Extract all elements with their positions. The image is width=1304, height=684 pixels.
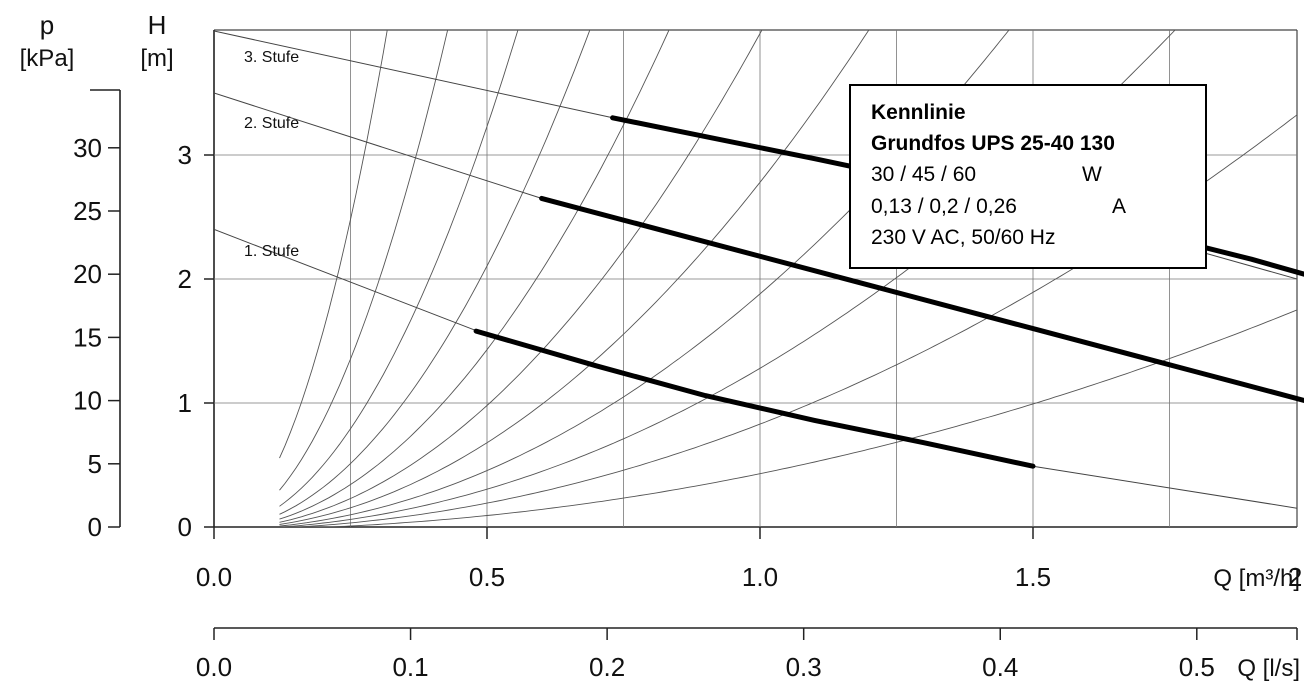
q-ls-tick-label: 0.4 xyxy=(982,652,1018,682)
h-axis-tick-label: 0 xyxy=(178,512,192,542)
q-ls-tick-label: 0.1 xyxy=(392,652,428,682)
q-m3h-tick-label: 2.0 xyxy=(1288,562,1304,592)
p-axis-tick-label: 20 xyxy=(73,259,102,289)
series-label-1-stufe: 1. Stufe xyxy=(244,243,299,260)
info-power-unit: W xyxy=(1082,163,1102,186)
q-m3h-tick-label: 1.5 xyxy=(1015,562,1051,592)
series-label-2-stufe: 2. Stufe xyxy=(244,115,299,132)
axes: 01230510152025300.00.51.01.52.02.53.00.0… xyxy=(73,89,1304,682)
p-axis-tick-label: 30 xyxy=(73,133,102,163)
system-curve xyxy=(279,114,1297,527)
info-current-values: 0,13 / 0,2 / 0,26 xyxy=(871,195,1017,218)
info-box-frame xyxy=(849,84,1207,269)
p-axis-tick-label: 0 xyxy=(88,512,102,542)
system-curve xyxy=(279,309,1297,527)
p-axis-tick-label: 10 xyxy=(73,386,102,416)
system-curve xyxy=(279,30,519,507)
p-axis-tick-label: 25 xyxy=(73,196,102,226)
series-line-3-stufe xyxy=(610,115,1304,277)
system-curve xyxy=(279,30,670,520)
info-supply: 230 V AC, 50/60 Hz xyxy=(871,226,1055,249)
pump-curves xyxy=(473,115,1304,469)
system-curve xyxy=(279,30,591,515)
q-ls-tick-label: 0.2 xyxy=(589,652,625,682)
q-ls-axis-title: Q [l/s] xyxy=(1237,655,1300,682)
q-ls-tick-label: 0.5 xyxy=(1179,652,1215,682)
system-curve xyxy=(279,30,388,459)
q-ls-tick-label: 0.0 xyxy=(196,652,232,682)
system-curve xyxy=(279,30,449,491)
q-m3h-axis-title: Q [m³/h] xyxy=(1213,565,1300,592)
info-current-unit: A xyxy=(1112,195,1126,218)
system-curve xyxy=(279,30,870,525)
series-label-3-stufe: 3. Stufe xyxy=(244,49,299,66)
info-power-values: 30 / 45 / 60 xyxy=(871,163,976,186)
q-ls-tick-label: 0.3 xyxy=(786,652,822,682)
p-axis-unit: [kPa] xyxy=(20,45,75,72)
p-axis-tick-label: 15 xyxy=(73,322,102,352)
info-model: Grundfos UPS 25-40 130 xyxy=(871,132,1115,155)
q-m3h-tick-label: 0.0 xyxy=(196,562,232,592)
info-title: Kennlinie xyxy=(871,101,966,124)
info-box: Kennlinie Grundfos UPS 25-40 130 30 / 45… xyxy=(849,84,1207,269)
h-axis-tick-label: 2 xyxy=(178,264,192,294)
h-axis-unit: [m] xyxy=(140,45,173,72)
q-m3h-tick-label: 1.0 xyxy=(742,562,778,592)
series-line-1-stufe xyxy=(473,328,1036,469)
h-axis-title: H xyxy=(148,10,167,40)
series-line-2-stufe xyxy=(539,195,1304,403)
h-axis-tick-label: 3 xyxy=(178,140,192,170)
system-curve xyxy=(279,30,763,523)
p-axis-tick-label: 5 xyxy=(88,449,102,479)
pump-curve-extension xyxy=(214,228,1297,509)
p-axis-title: p xyxy=(40,10,54,40)
h-axis-tick-label: 1 xyxy=(178,388,192,418)
q-m3h-tick-label: 0.5 xyxy=(469,562,505,592)
